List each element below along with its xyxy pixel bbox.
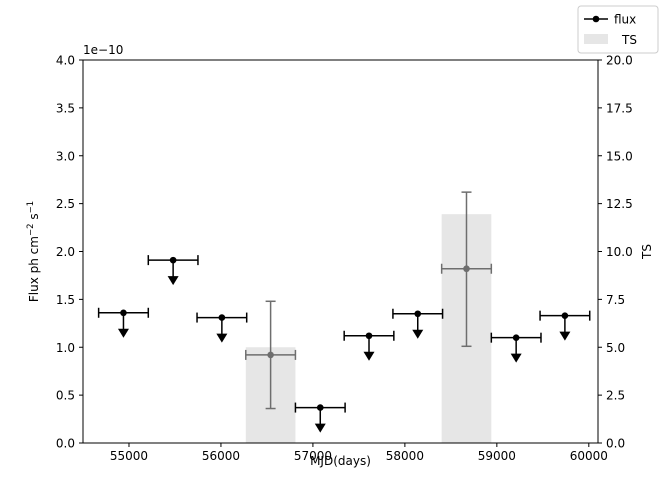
legend: flux TS — [577, 5, 659, 54]
left-y-tick-label: 3.5 — [56, 101, 75, 115]
data-point — [218, 314, 226, 321]
right-y-axis-label: TS — [640, 244, 654, 260]
data-point — [169, 256, 177, 264]
left-y-tick-label: 1.0 — [56, 341, 75, 355]
left-y-axis: 0.0 0.5 1.0 1.5 2.0 2.5 3.0 3.5 4.0 — [56, 54, 83, 451]
upper-limit-arrow — [412, 329, 424, 339]
legend-ts-swatch-icon — [584, 34, 608, 44]
right-y-tick-label: 17.5 — [606, 101, 633, 115]
offset-label: 1e−10 — [83, 43, 123, 57]
flux-point — [440, 191, 493, 348]
right-y-axis: 0.0 2.5 5.0 7.5 10.0 12.5 15.0 17.5 20.0 — [598, 54, 633, 451]
legend-flux-label: flux — [614, 13, 636, 27]
upper-limit-mark — [539, 310, 591, 341]
right-y-tick-label: 2.5 — [606, 389, 625, 403]
x-axis-label: MJD(days) — [310, 454, 371, 468]
legend-flux-marker-icon — [592, 15, 600, 23]
upper-limit-mark — [343, 330, 395, 361]
data-point — [561, 312, 569, 319]
upper-limit-arrow — [117, 328, 129, 338]
right-y-tick-label: 7.5 — [606, 293, 625, 307]
plot-frame — [82, 59, 599, 444]
upper-limit-mark — [196, 312, 248, 343]
upper-limit-arrow — [216, 333, 228, 343]
data-point — [316, 404, 324, 411]
x-tick-label: 57000 — [294, 449, 332, 463]
data-point — [365, 332, 373, 340]
ylabel-superscript: −2 — [26, 223, 36, 236]
left-y-axis-label: Flux ph cm−2 s−1 — [26, 201, 41, 302]
left-y-tick-label: 2.0 — [56, 245, 75, 259]
x-tick-label: 55000 — [110, 449, 148, 463]
upper-limit-mark — [392, 308, 444, 339]
upper-limit-mark — [490, 332, 542, 363]
ylabel-text: s — [27, 213, 41, 223]
x-axis: 55000 56000 57000 58000 59000 60000 — [110, 443, 608, 463]
right-y-tick-label: 0.0 — [606, 437, 625, 451]
right-y-tick-label: 10.0 — [606, 245, 633, 259]
data-point — [120, 309, 127, 317]
left-y-tick-label: 3.0 — [56, 149, 75, 163]
upper-limit-arrow — [559, 331, 571, 341]
right-y-tick-label: 20.0 — [606, 54, 633, 68]
right-y-tick-label: 15.0 — [606, 149, 633, 163]
legend-ts-label: TS — [621, 33, 637, 47]
upper-limit-mark — [97, 307, 150, 338]
left-y-tick-label: 0.0 — [56, 437, 75, 451]
ts-bars-layer — [245, 214, 492, 443]
data-point — [463, 265, 470, 273]
left-y-tick-label: 1.5 — [56, 293, 75, 307]
left-y-tick-label: 4.0 — [56, 54, 75, 68]
error-bars-layer — [97, 191, 591, 433]
ylabel-superscript: −1 — [26, 201, 36, 214]
flux-point — [245, 300, 297, 410]
x-tick-label: 60000 — [570, 449, 608, 463]
ylabel-text: Flux ph cm — [27, 236, 41, 302]
upper-limit-arrow — [510, 353, 522, 363]
left-y-tick-label: 2.5 — [56, 197, 75, 211]
left-y-tick-label: 0.5 — [56, 389, 75, 403]
x-tick-label: 56000 — [202, 449, 240, 463]
data-point — [267, 351, 274, 359]
upper-limit-arrow — [167, 276, 179, 286]
upper-limit-arrow — [314, 423, 326, 433]
x-tick-label: 59000 — [478, 449, 516, 463]
right-y-tick-label: 5.0 — [606, 341, 625, 355]
upper-limit-mark — [294, 402, 346, 433]
data-point — [512, 334, 520, 341]
upper-limit-arrow — [363, 351, 375, 361]
upper-limit-mark — [147, 255, 199, 286]
data-point — [414, 310, 422, 318]
right-y-tick-label: 12.5 — [606, 197, 633, 211]
x-tick-label: 58000 — [386, 449, 424, 463]
